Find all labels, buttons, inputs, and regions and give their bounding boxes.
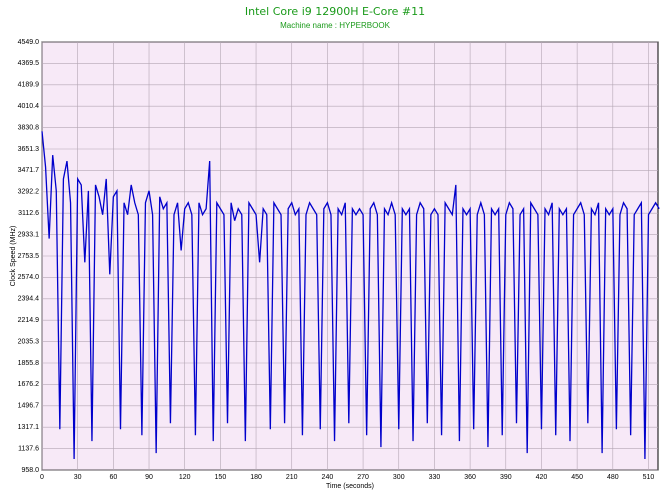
y-tick-label: 2394.4	[18, 296, 40, 303]
y-tick-label: 958.0	[21, 467, 39, 474]
y-tick-label: 3830.8	[18, 124, 40, 131]
x-tick-label: 240	[322, 474, 334, 481]
y-tick-label: 3651.3	[18, 146, 40, 153]
x-tick-label: 300	[393, 474, 405, 481]
y-tick-label: 1676.2	[18, 381, 40, 388]
y-tick-label: 4189.9	[18, 82, 40, 89]
x-tick-label: 360	[464, 474, 476, 481]
x-tick-label: 330	[429, 474, 441, 481]
x-axis-label: Time (seconds)	[326, 483, 374, 490]
y-tick-label: 1137.6	[18, 445, 39, 452]
y-tick-label: 4010.4	[18, 103, 40, 110]
y-tick-label: 1855.8	[18, 360, 40, 367]
y-tick-label: 2214.9	[18, 317, 40, 324]
x-tick-label: 390	[500, 474, 512, 481]
chart-subtitle: Machine name : HYPERBOOK	[280, 21, 390, 30]
x-tick-label: 60	[109, 474, 117, 481]
y-tick-label: 4369.5	[18, 60, 40, 67]
chart-title: Intel Core i9 12900H E-Core #11	[245, 5, 425, 18]
data-line	[41, 131, 660, 460]
y-tick-label: 3471.7	[18, 167, 40, 174]
x-tick-label: 480	[607, 474, 619, 481]
y-tick-label: 3292.2	[18, 189, 40, 196]
x-tick-label: 30	[74, 474, 82, 481]
y-tick-label: 1496.7	[18, 403, 40, 410]
x-tick-label: 450	[571, 474, 583, 481]
y-tick-label: 2574.0	[18, 274, 40, 281]
x-tick-label: 90	[145, 474, 153, 481]
y-tick-label: 4549.0	[18, 39, 40, 46]
x-tick-label: 270	[357, 474, 369, 481]
y-tick-label: 3112.6	[18, 210, 39, 217]
y-tick-label: 2933.1	[18, 231, 40, 238]
x-tick-label: 150	[215, 474, 227, 481]
x-tick-label: 0	[40, 474, 44, 481]
y-axis-label: Clock Speed (MHz)	[10, 226, 17, 287]
x-tick-label: 120	[179, 474, 191, 481]
x-tick-label: 510	[643, 474, 655, 481]
y-tick-label: 2753.5	[18, 253, 40, 260]
x-tick-label: 210	[286, 474, 298, 481]
x-tick-label: 180	[250, 474, 262, 481]
y-tick-label: 2035.3	[18, 338, 40, 345]
x-tick-label: 420	[536, 474, 548, 481]
y-tick-label: 1317.1	[18, 424, 40, 431]
